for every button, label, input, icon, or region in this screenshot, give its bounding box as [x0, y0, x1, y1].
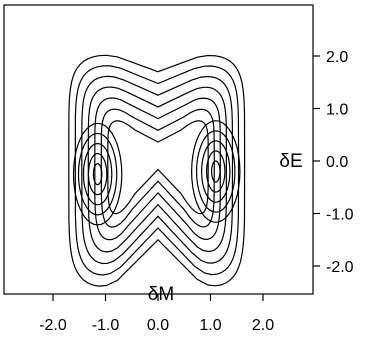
- x-tick-label: 1.0: [199, 317, 221, 334]
- x-tick-label: -2.0: [39, 317, 67, 334]
- x-axis-label: δM: [148, 284, 174, 305]
- y-tick-label: 0.0: [326, 154, 348, 171]
- x-tick-label: 2.0: [252, 317, 274, 334]
- contour-line-left-peak: [77, 132, 118, 216]
- contour-line-left-peak: [82, 142, 113, 206]
- contour-line-left-peak: [87, 152, 108, 196]
- contour-line: [107, 120, 209, 215]
- contour-line-right-peak: [195, 130, 236, 213]
- x-axis: -2.0 -1.0 0.0 1.0 2.0: [39, 294, 274, 334]
- y-tick-label: -2.0: [326, 259, 354, 276]
- contour-line-right-peak: [190, 120, 241, 223]
- contour-line: [94, 97, 221, 241]
- y-tick-label: 1.0: [326, 102, 348, 119]
- contour-line: [81, 75, 234, 265]
- plot-frame: [3, 4, 314, 295]
- contour-line-right-peak: [211, 160, 221, 183]
- x-tick-label: 0.0: [147, 317, 169, 334]
- contour-line-right-peak: [200, 140, 231, 203]
- x-tick-label: -1.0: [92, 317, 120, 334]
- contour-line: [87, 86, 228, 253]
- y-axis-label: δE: [279, 151, 302, 172]
- y-tick-label: -1.0: [326, 207, 354, 224]
- y-axis: 2.0 1.0 0.0 -1.0 -2.0: [313, 49, 354, 276]
- contour-lines: [68, 54, 246, 287]
- contour-line-left-peak: [92, 162, 103, 186]
- y-tick-label: 2.0: [326, 49, 348, 66]
- contour-line-left-peak: [72, 122, 123, 226]
- contour-line: [68, 54, 246, 287]
- contour-line: [74, 65, 240, 276]
- contour-line-right-peak: [205, 150, 226, 193]
- contour-line: [100, 108, 215, 228]
